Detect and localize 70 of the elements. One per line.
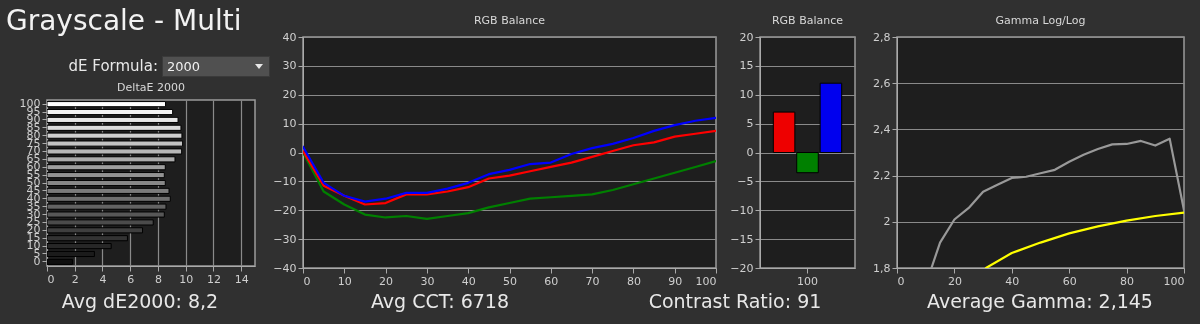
y-tick-label: 0 xyxy=(289,146,297,159)
x-tick-label: 2 xyxy=(71,272,79,286)
x-tick-label: 6 xyxy=(127,272,135,286)
y-tick-label: 40 xyxy=(282,30,297,44)
y-tick-label: 0 xyxy=(746,146,754,159)
y-tick-label: −30 xyxy=(273,232,297,246)
y-tick-label: 2,2 xyxy=(873,169,891,183)
y-tick-label: −15 xyxy=(730,232,754,246)
text: Grayscale - Multi xyxy=(6,4,242,37)
text: Average Gamma: 2,145 xyxy=(927,290,1153,312)
text: Avg dE2000: 8,2 xyxy=(61,290,219,312)
y-tick-label: 10 xyxy=(282,117,297,131)
y-tick-label: 20 xyxy=(282,88,297,102)
x-tick-label: 20 xyxy=(947,274,962,288)
bar xyxy=(47,258,73,265)
bar xyxy=(47,187,170,194)
y-tick-label: −20 xyxy=(730,261,754,275)
y-tick-label: −10 xyxy=(730,203,754,217)
x-tick-label: 0 xyxy=(47,272,55,286)
x-tick-label: 100 xyxy=(1163,274,1185,288)
x-tick-label: 14 xyxy=(234,272,249,286)
text: Contrast Ratio: 91 xyxy=(648,290,822,312)
x-tick-label: 80 xyxy=(626,274,641,288)
x-tick-label: 40 xyxy=(1005,274,1020,288)
x-tick-label: 80 xyxy=(1120,274,1135,288)
x-tick-label: 50 xyxy=(503,274,517,288)
chart-title: DeltaE 2000 xyxy=(117,80,185,94)
x-tick-label: 100 xyxy=(797,274,818,288)
y-tick-label: −40 xyxy=(273,261,297,275)
bar xyxy=(47,116,179,123)
line-series xyxy=(984,211,1184,268)
y-tick-label: −5 xyxy=(737,174,754,188)
x-tick-label: 60 xyxy=(1062,274,1077,288)
bar xyxy=(47,108,174,116)
y-tick-label: 15 xyxy=(739,59,754,73)
y-tick-label: 30 xyxy=(282,59,297,73)
x-tick-label: 10 xyxy=(179,272,194,286)
y-tick-label: 2,6 xyxy=(873,76,891,90)
y-tick-label: 2,4 xyxy=(873,122,891,136)
y-tick-label: 10 xyxy=(739,88,754,102)
x-tick-label: 40 xyxy=(461,274,476,288)
chart-title: RGB Balance xyxy=(473,14,546,27)
y-tick-label: −10 xyxy=(273,174,297,188)
chart-title: RGB Balance xyxy=(771,14,844,27)
dropdown-field: 2000 xyxy=(162,56,270,77)
chart-title: Gamma Log/Log xyxy=(995,14,1086,27)
x-tick-label: 4 xyxy=(99,272,107,286)
text: Avg CCT: 6718 xyxy=(370,290,510,312)
text: dE Formula: xyxy=(68,57,158,75)
x-tick-label: 10 xyxy=(337,274,352,288)
x-tick-label: 70 xyxy=(585,274,600,288)
x-tick-label: 8 xyxy=(154,272,162,286)
y-tick-label: 2 xyxy=(883,215,891,229)
x-tick-label: 100 xyxy=(695,274,717,288)
y-tick-label: 20 xyxy=(739,30,754,44)
x-tick-label: 0 xyxy=(303,274,311,288)
x-tick-label: 20 xyxy=(379,274,394,288)
y-tick-label: 2,8 xyxy=(873,30,891,44)
y-tick-label: −20 xyxy=(273,203,297,217)
x-tick-label: 30 xyxy=(420,274,435,288)
x-tick-label: 90 xyxy=(668,274,683,288)
x-tick-label: 60 xyxy=(544,274,559,288)
line-series xyxy=(303,151,716,221)
y-tick-label: 1,8 xyxy=(873,261,891,275)
line-series xyxy=(303,129,716,206)
x-tick-label: 0 xyxy=(897,274,905,288)
y-tick-label: 5 xyxy=(746,117,754,131)
line-series xyxy=(303,116,716,203)
x-tick-label: 12 xyxy=(206,272,221,286)
bar xyxy=(47,101,167,108)
